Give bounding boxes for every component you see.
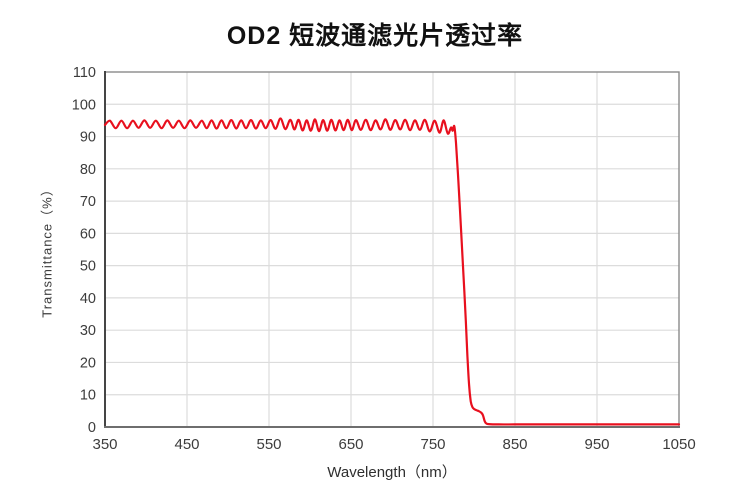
transmittance-curve <box>103 117 681 426</box>
y-tick-label: 40 <box>80 291 96 307</box>
y-axis-label: Transmittance（%） <box>39 182 55 318</box>
x-tick-label: 850 <box>502 436 527 453</box>
y-tick-label: 60 <box>80 226 96 242</box>
x-tick-label: 550 <box>256 436 281 453</box>
y-tick-label: 30 <box>80 323 96 339</box>
y-tick-label: 20 <box>80 355 96 371</box>
y-tick-label: 10 <box>80 388 96 404</box>
x-tick-label: 450 <box>174 436 199 453</box>
x-tick-label: 350 <box>92 436 117 453</box>
y-tick-label: 100 <box>72 97 96 113</box>
x-tick-label: 950 <box>584 436 609 453</box>
x-tick-label: 650 <box>338 436 363 453</box>
x-axis-label: Wavelength（nm） <box>327 464 457 481</box>
chart-title: OD2 短波通滤光片透过率 <box>226 22 524 50</box>
x-tick-label: 1050 <box>662 436 695 453</box>
x-tick-label: 750 <box>420 436 445 453</box>
y-tick-label: 0 <box>88 420 96 436</box>
y-tick-label: 90 <box>80 130 96 146</box>
y-tick-label: 50 <box>80 259 96 275</box>
y-tick-label: 110 <box>73 65 96 81</box>
y-tick-label: 70 <box>80 194 96 210</box>
y-tick-label: 80 <box>80 162 96 178</box>
